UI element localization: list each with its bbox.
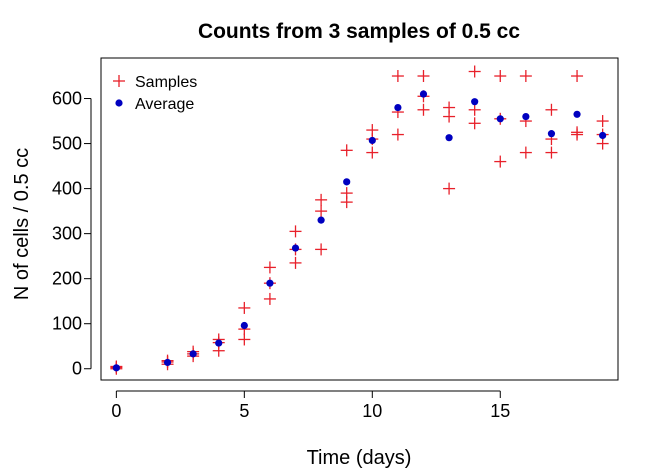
sample-point [315, 193, 328, 206]
sample-point [417, 70, 430, 83]
sample-point [545, 103, 558, 116]
y-tick-label: 500 [52, 134, 82, 154]
x-tick-label: 0 [111, 401, 121, 421]
sample-point [263, 261, 276, 274]
legend-samples-symbol [113, 75, 125, 87]
sample-point [366, 146, 379, 159]
average-point [317, 216, 325, 224]
legend-average-label: Average [135, 96, 194, 113]
y-tick-label: 0 [72, 359, 82, 379]
legend-item-samples: Samples [113, 74, 197, 91]
sample-point [238, 301, 251, 314]
legend-average-marker [115, 99, 123, 107]
sample-point [596, 115, 609, 128]
plot-frame [100, 57, 619, 381]
x-tick-label: 5 [239, 401, 249, 421]
legend-samples-label: Samples [135, 74, 197, 91]
chart-title: Counts from 3 samples of 0.5 cc [198, 20, 520, 43]
average-point [215, 339, 223, 347]
x-tick-label: 15 [490, 401, 510, 421]
y-tick-label: 600 [52, 89, 82, 109]
sample-point [238, 333, 251, 346]
legend-average-symbol [115, 99, 123, 107]
axes: 0 5 10 15 0 100 200 300 400 500 600 [52, 89, 510, 421]
sample-point [571, 126, 584, 139]
y-tick-label: 300 [52, 224, 82, 244]
sample-point [545, 146, 558, 159]
sample-point [391, 128, 404, 141]
legend-item-average: Average [115, 96, 194, 113]
sample-point [468, 103, 481, 116]
sample-point [366, 124, 379, 137]
average-point [266, 279, 274, 287]
sample-point [340, 144, 353, 157]
sample-point [571, 70, 584, 83]
data-marks [110, 65, 609, 375]
average-point [471, 98, 479, 106]
average-point [445, 134, 453, 142]
sample-point [417, 103, 430, 116]
sample-point [519, 70, 532, 83]
average-point [163, 358, 172, 367]
average-point [496, 115, 504, 123]
sample-point [468, 117, 481, 130]
sample-point [315, 243, 328, 256]
sample-point [468, 65, 481, 78]
legend-samples-marker [113, 75, 125, 87]
sample-point [315, 205, 328, 218]
sample-point [289, 225, 302, 238]
sample-point [494, 155, 507, 168]
sample-point [263, 292, 276, 305]
average-point [394, 103, 402, 112]
average-point [112, 364, 120, 372]
sample-point [519, 146, 532, 159]
y-tick-label: 400 [52, 179, 82, 199]
y-tick-label: 200 [52, 269, 82, 289]
average-point [419, 90, 428, 98]
sample-point [289, 256, 302, 269]
y-tick-label: 100 [52, 314, 82, 334]
x-axis-label: Time (days) [307, 447, 412, 468]
average-point [368, 136, 376, 145]
x-tick-label: 10 [362, 401, 382, 421]
average-point [343, 178, 351, 186]
sample-point [443, 101, 456, 114]
sample-point [391, 70, 404, 83]
average-point [240, 321, 248, 330]
sample-point [443, 182, 456, 195]
average-point [522, 112, 530, 121]
average-point [599, 131, 607, 140]
average-point [291, 244, 300, 252]
average-point [573, 110, 581, 118]
average-point [189, 350, 197, 358]
sample-point [340, 187, 353, 200]
sample-point [494, 70, 507, 83]
y-axis-label: N of cells / 0.5 cc [11, 148, 33, 300]
legend: Samples Average [113, 74, 197, 113]
average-point [547, 130, 556, 138]
